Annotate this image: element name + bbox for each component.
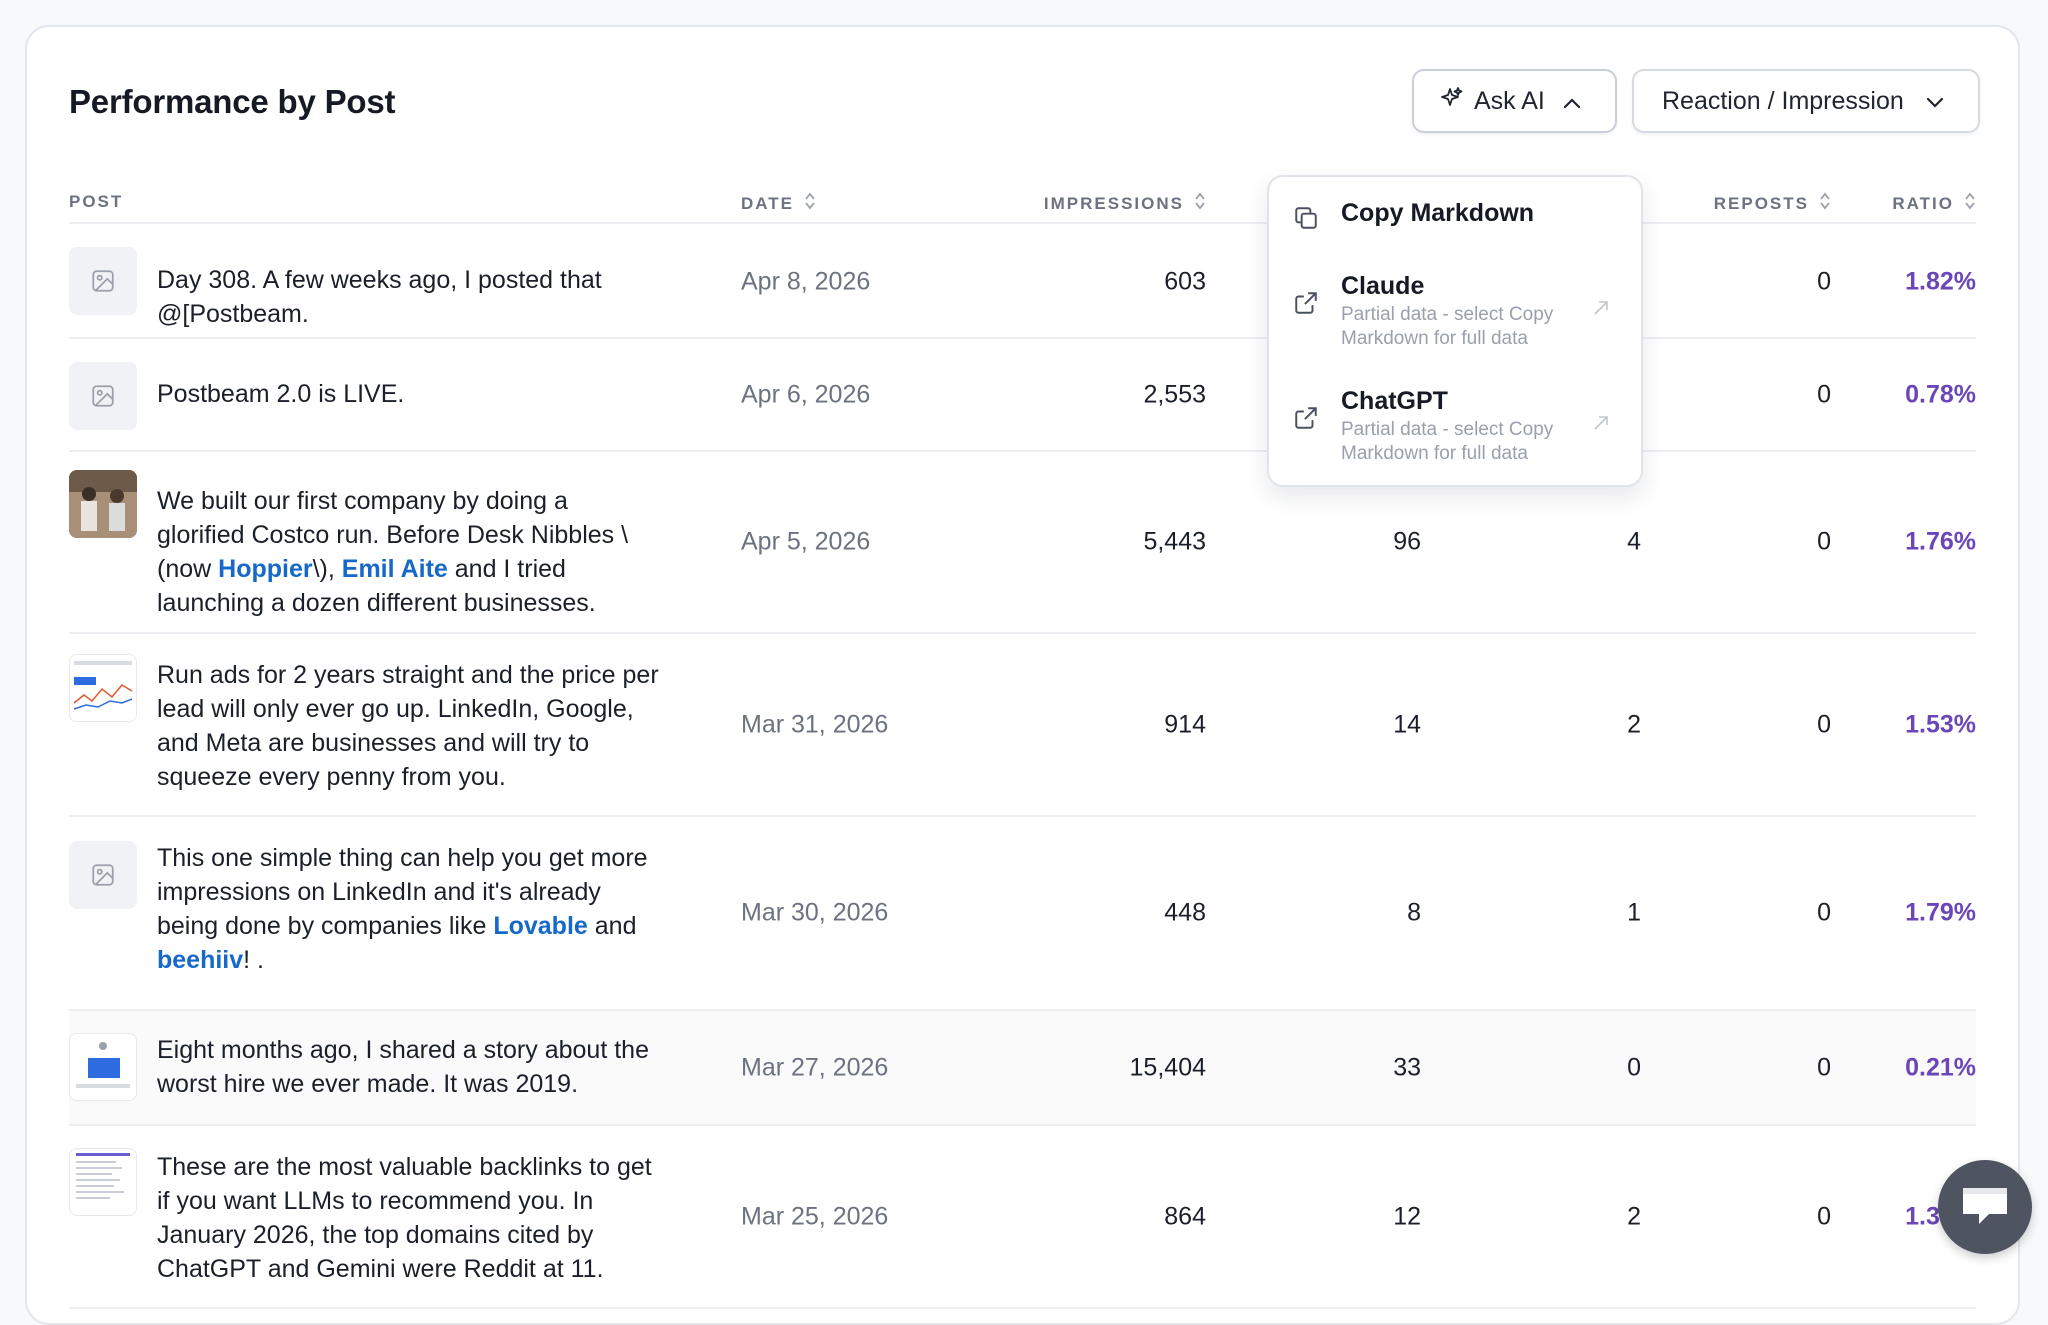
ratio-value: 0.78%	[1905, 380, 1976, 408]
table-header: POST DATE IMPRESSIONS REPOSTS RATIO	[69, 174, 1976, 224]
impressions-value: 2,553	[1143, 380, 1206, 408]
ratio-value: 1.76%	[1905, 527, 1976, 556]
sparkle-icon	[1440, 86, 1464, 117]
table-row[interactable]: We built our first company by doing a gl…	[69, 452, 1976, 634]
mention-link[interactable]: beehiiv	[157, 946, 244, 974]
post-date: Mar 30, 2026	[741, 898, 889, 927]
comments-value: 4	[1627, 527, 1641, 556]
ratio-value: 1.53%	[1905, 710, 1976, 738]
arrow-up-right-icon	[1591, 413, 1611, 438]
post-date: Mar 27, 2026	[741, 1053, 889, 1081]
menu-item-chatgpt[interactable]: ChatGPT Partial data - select Copy Markd…	[1293, 387, 1617, 466]
page-title: Performance by Post	[69, 83, 396, 120]
comments-value: 1	[1627, 898, 1641, 927]
sort-icon	[804, 192, 816, 215]
metric-select-label: Reaction / Impression	[1662, 86, 1904, 115]
ratio-value: 1.82%	[1905, 267, 1976, 295]
post-date: Apr 5, 2026	[741, 527, 871, 556]
table-row[interactable]: Postbeam 2.0 is LIVE. Apr 6, 2026 2,553 …	[69, 339, 1976, 452]
chat-widget-button[interactable]	[1938, 1160, 2032, 1254]
reposts-value: 0	[1817, 898, 1831, 927]
mention-link[interactable]: Lovable	[493, 912, 588, 940]
table-row[interactable]: These are the most valuable backlinks to…	[69, 1126, 1976, 1309]
post-text: Postbeam 2.0 is LIVE.	[157, 380, 405, 408]
image-placeholder-icon	[69, 247, 137, 315]
post-text: Day 308. A few weeks ago, I posted that @…	[157, 266, 602, 328]
table-row[interactable]: Day 308. A few weeks ago, I posted that @…	[69, 226, 1976, 339]
arrow-up-right-icon	[1591, 298, 1611, 323]
column-header-date[interactable]: DATE	[741, 192, 816, 215]
post-text: Eight months ago, I shared a story about…	[157, 1036, 649, 1098]
impressions-value: 15,404	[1129, 1053, 1206, 1081]
chevron-up-icon	[1563, 87, 1581, 116]
sort-icon	[1964, 192, 1976, 215]
column-header-reposts[interactable]: REPOSTS	[1714, 192, 1831, 215]
comments-value: 2	[1627, 710, 1641, 738]
sort-icon	[1819, 192, 1831, 215]
chevron-down-icon	[1926, 87, 1944, 116]
table-row[interactable]: Eight months ago, I shared a story about…	[69, 1011, 1976, 1126]
post-screenshot-thumbnail	[69, 654, 137, 722]
reactions-value: 8	[1407, 898, 1421, 927]
performance-card: Performance by Post Ask AI Reaction / Im…	[25, 25, 2020, 1325]
mention-link[interactable]: Emil Aite	[341, 555, 448, 583]
impressions-value: 448	[1164, 898, 1206, 927]
post-text: This one simple thing can help you get m…	[157, 844, 648, 974]
reposts-value: 0	[1817, 527, 1831, 556]
post-date: Apr 6, 2026	[741, 380, 871, 408]
reposts-value: 0	[1817, 710, 1831, 738]
external-link-icon	[1293, 272, 1325, 351]
comments-value: 2	[1627, 1202, 1641, 1230]
metric-select[interactable]: Reaction / Impression	[1632, 69, 1980, 133]
menu-item-copy-markdown[interactable]: Copy Markdown	[1293, 199, 1617, 231]
post-text: These are the most valuable backlinks to…	[157, 1153, 652, 1283]
reactions-value: 33	[1393, 1053, 1421, 1081]
post-date: Apr 8, 2026	[741, 267, 871, 295]
post-screenshot-thumbnail	[69, 1148, 137, 1216]
reactions-value: 96	[1393, 527, 1421, 556]
reposts-value: 0	[1817, 1053, 1831, 1081]
reposts-value: 0	[1817, 267, 1831, 295]
post-screenshot-thumbnail	[69, 1033, 137, 1101]
menu-item-claude[interactable]: Claude Partial data - select Copy Markdo…	[1293, 272, 1617, 351]
table-row[interactable]: Run ads for 2 years straight and the pri…	[69, 634, 1976, 817]
impressions-value: 603	[1164, 267, 1206, 295]
image-placeholder-icon	[69, 362, 137, 430]
reposts-value: 0	[1817, 1202, 1831, 1230]
column-header-impressions[interactable]: IMPRESSIONS	[1044, 192, 1206, 215]
reactions-value: 12	[1393, 1202, 1421, 1230]
post-date: Mar 25, 2026	[741, 1202, 889, 1230]
post-photo-thumbnail	[69, 470, 137, 538]
impressions-value: 5,443	[1143, 527, 1206, 556]
column-header-ratio[interactable]: RATIO	[1892, 192, 1976, 215]
post-text: We built our first company by doing a gl…	[157, 487, 629, 617]
ask-ai-menu: Copy Markdown Claude Partial data - sele…	[1267, 175, 1643, 487]
comments-value: 0	[1627, 1053, 1641, 1081]
copy-icon	[1293, 199, 1325, 231]
ratio-value: 1.79%	[1905, 898, 1976, 927]
mention-link[interactable]: Hoppier	[218, 555, 313, 583]
post-text: Run ads for 2 years straight and the pri…	[157, 661, 659, 791]
post-date: Mar 31, 2026	[741, 710, 889, 738]
column-header-post[interactable]: POST	[69, 192, 124, 211]
impressions-value: 914	[1164, 710, 1206, 738]
impressions-value: 864	[1164, 1202, 1206, 1230]
sort-icon	[1194, 192, 1206, 215]
ask-ai-button[interactable]: Ask AI	[1412, 69, 1617, 133]
chat-bubble-icon	[1959, 1182, 2011, 1233]
ratio-value: 0.21%	[1905, 1053, 1976, 1081]
image-placeholder-icon	[69, 841, 137, 909]
table-row[interactable]: This one simple thing can help you get m…	[69, 817, 1976, 1011]
external-link-icon	[1293, 387, 1325, 466]
ask-ai-label: Ask AI	[1474, 86, 1545, 115]
reposts-value: 0	[1817, 380, 1831, 408]
reactions-value: 14	[1393, 710, 1421, 738]
